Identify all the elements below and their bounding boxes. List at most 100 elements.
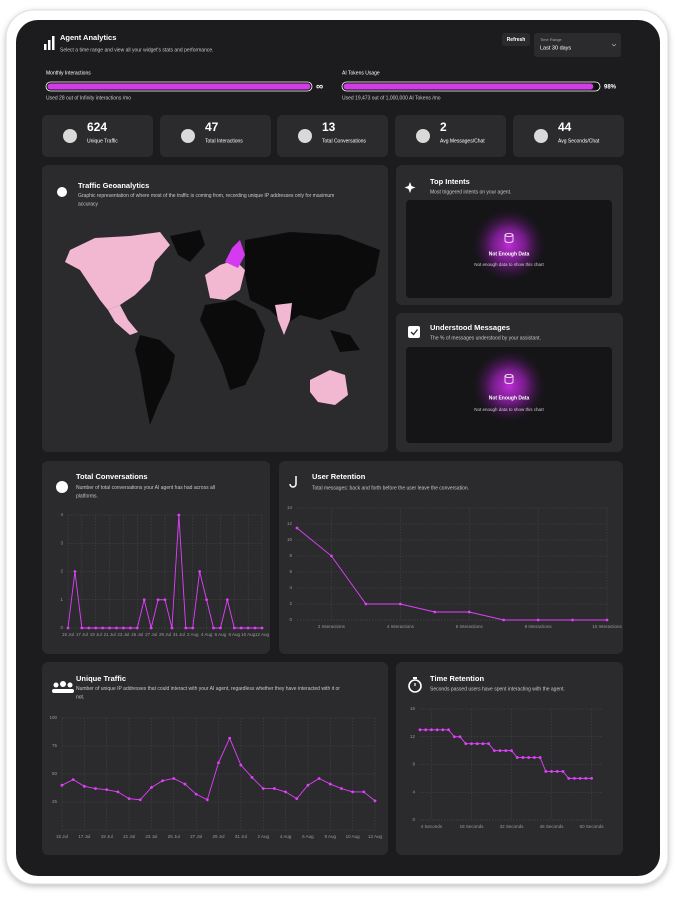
hook-icon <box>289 476 297 488</box>
chart-title: Unique Traffic <box>76 674 126 683</box>
y-tick-label: 2 <box>289 601 292 606</box>
point <box>80 626 84 630</box>
point <box>73 570 77 573</box>
chart-title: User Retention <box>312 472 366 481</box>
point <box>447 728 450 732</box>
chevron <box>611 43 617 47</box>
point <box>504 749 508 753</box>
point <box>306 783 310 787</box>
x-tick-label: 31 Jul <box>235 834 247 839</box>
y-tick-label: 12 <box>287 521 293 526</box>
x-tick-label: 2 Aug <box>187 632 199 637</box>
y-tick-label: 14 <box>287 505 293 510</box>
point <box>515 756 519 759</box>
range-value: Last 30 days <box>540 45 571 51</box>
time-card <box>396 662 623 855</box>
users-icon <box>53 682 59 688</box>
point <box>584 776 588 780</box>
point <box>340 787 343 790</box>
point <box>71 778 75 781</box>
empty-text: Not enough data to show this chart <box>474 407 544 412</box>
geo-title: Traffic Geoanalytics <box>78 181 149 190</box>
y-tick-label: 4 <box>60 512 63 517</box>
point <box>150 786 153 789</box>
point <box>487 742 491 746</box>
point <box>433 610 437 614</box>
x-tick-label: 8 Aug <box>229 632 241 637</box>
point <box>183 782 187 786</box>
point <box>567 776 571 780</box>
point <box>317 777 321 780</box>
point <box>544 770 548 773</box>
point <box>492 749 496 753</box>
point <box>364 602 368 606</box>
point <box>66 626 70 630</box>
point <box>177 513 181 517</box>
stat-card <box>277 115 388 157</box>
x-tick-label: 23 Jul <box>145 834 157 839</box>
point <box>295 526 299 530</box>
refresh-label: Refresh <box>507 37 526 43</box>
point <box>605 618 609 622</box>
y-tick-label: 100 <box>49 715 57 720</box>
stat-label: Avg Seconds/Chat <box>558 138 600 144</box>
point <box>172 777 176 780</box>
traffic-card <box>42 662 388 855</box>
y-tick-label: 0 <box>60 625 63 630</box>
point <box>163 598 167 602</box>
range-dropdown[interactable] <box>534 33 621 57</box>
point <box>82 784 86 788</box>
sparkle-icon <box>404 182 416 193</box>
x-tick-label: 10 Interactions <box>592 624 622 629</box>
x-tick-label: 15 Jul <box>56 834 68 839</box>
point <box>116 790 120 794</box>
x-tick-label: 4 Aug <box>280 834 292 839</box>
world-map <box>65 230 380 425</box>
point <box>205 798 209 802</box>
point <box>60 783 64 787</box>
x-tick-label: 2 Interactions <box>318 624 346 629</box>
point <box>225 598 229 602</box>
point <box>510 749 513 753</box>
stat-icon <box>63 129 77 143</box>
stat-label: Avg Messages/Chat <box>440 138 485 144</box>
y-tick-label: 50 <box>52 771 58 776</box>
empty-text: Not enough data to show this chart <box>474 262 544 267</box>
x-tick-label: 17 Jul <box>76 632 88 637</box>
empty-title: Not Enough Data <box>489 251 530 257</box>
x-tick-label: 25 Jul <box>168 834 180 839</box>
refresh-button[interactable] <box>502 33 530 46</box>
y-tick-label: 8 <box>412 762 415 767</box>
point <box>362 790 366 794</box>
y-tick-label: 3 <box>60 540 63 545</box>
stat-value: 2 <box>440 120 447 134</box>
stat-value: 13 <box>322 120 336 134</box>
point <box>228 736 232 740</box>
x-tick-label: 31 Jul <box>173 632 185 637</box>
point <box>430 728 433 732</box>
chat-icon <box>56 481 68 493</box>
subtitle: Select a time range and view all your wi… <box>60 47 214 53</box>
x-tick-label: 29 Jul <box>212 834 224 839</box>
x-tick-label: 6 Aug <box>215 632 227 637</box>
glow <box>473 209 545 281</box>
point <box>135 626 139 630</box>
x-tick-label: 23 Jul <box>117 632 129 637</box>
point <box>498 749 502 753</box>
usage-fill <box>343 83 594 90</box>
y-tick-label: 16 <box>410 706 416 711</box>
point <box>502 618 506 622</box>
understood-title: Understood Messages <box>430 323 510 332</box>
usage-note: Used 19,473 out of 1,000,000 AI Tokens /… <box>342 95 441 101</box>
glow <box>473 350 545 422</box>
chart-subtitle: Total messages: back and forth before th… <box>312 485 469 491</box>
y-tick-label: 4 <box>412 789 415 794</box>
x-tick-label: 25 Jul <box>131 632 143 637</box>
point <box>261 787 265 790</box>
point <box>239 626 243 630</box>
x-tick-label: 8 Interactions <box>525 624 553 629</box>
x-tick-label: 46 Seconds <box>540 824 565 829</box>
y-tick-label: 0 <box>412 817 415 822</box>
point <box>538 756 542 759</box>
series-line <box>296 527 607 621</box>
